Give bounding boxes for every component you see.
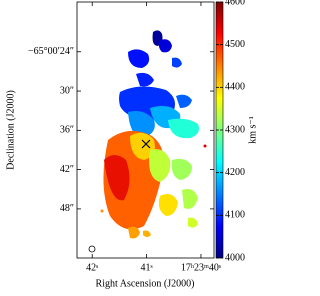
y-axis-title: Declination (J2000): [5, 90, 16, 170]
colorbar-tick-label: 4300: [225, 124, 245, 135]
y-tick-label: −65°00′24″: [28, 46, 74, 57]
x-tick-label: 42ˢ: [86, 262, 98, 273]
center-marker: [141, 139, 151, 149]
y-tick-label: 42″: [60, 164, 74, 175]
colorbar-title: km s⁻¹: [247, 116, 258, 143]
y-tick-label: 36″: [60, 125, 74, 136]
colorbar-tick-label: 4000: [225, 252, 245, 263]
x-tick-label: 41ˢ: [141, 262, 153, 273]
x-tick-label: 17ʰ23ᵐ40ˢ: [181, 262, 221, 273]
beam: [88, 245, 96, 253]
velocity-map: [100, 30, 207, 239]
y-tick-label: 30″: [60, 85, 74, 96]
x-axis-title: Right Ascension (J2000): [96, 278, 195, 289]
colorbar-tick-label: 4500: [225, 39, 245, 50]
chart: Right Ascension (J2000) Declination (J20…: [5, 0, 258, 289]
y-tick-label: 48″: [60, 203, 74, 214]
colorbar-tick-label: 4100: [225, 210, 245, 221]
colorbar-tick-label: 4400: [225, 82, 245, 93]
colorbar-tick-label: 4600: [225, 0, 245, 7]
colorbar-tick-label: 4200: [225, 167, 245, 178]
